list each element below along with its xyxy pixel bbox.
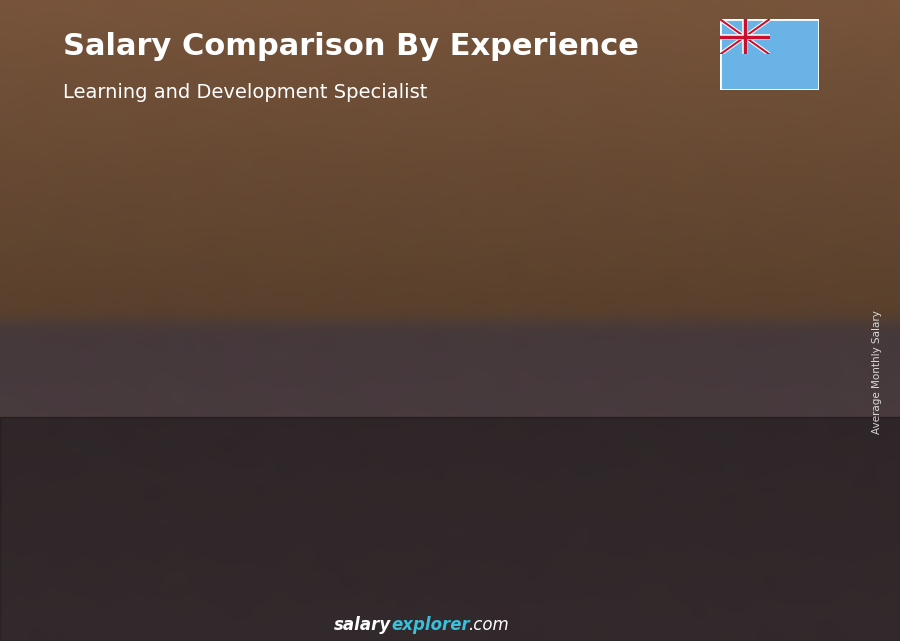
Text: Learning and Development Specialist: Learning and Development Specialist (63, 83, 428, 103)
Bar (471, 274, 535, 558)
Text: salary: salary (334, 616, 392, 634)
Polygon shape (92, 433, 176, 440)
Bar (92, 440, 102, 558)
Text: 15 to 20: 15 to 20 (591, 585, 660, 601)
Text: 4,680 FJD: 4,680 FJD (341, 300, 409, 313)
Text: 10 to 15: 10 to 15 (468, 585, 536, 601)
Text: Salary Comparison By Experience: Salary Comparison By Experience (63, 32, 639, 61)
Bar (0, 417, 900, 641)
Text: +9%: +9% (541, 210, 587, 228)
Text: explorer: explorer (392, 616, 470, 634)
Polygon shape (583, 242, 667, 249)
Text: 3,170 FJD: 3,170 FJD (218, 375, 285, 388)
Bar (706, 223, 716, 558)
Text: < 2 Years: < 2 Years (95, 585, 173, 601)
Text: +22%: +22% (412, 238, 470, 256)
Bar (716, 223, 780, 558)
Text: 20+ Years: 20+ Years (706, 585, 789, 601)
Text: +34%: +34% (166, 321, 224, 339)
Polygon shape (706, 216, 790, 223)
Text: 6,730 FJD: 6,730 FJD (709, 199, 777, 212)
Bar (102, 440, 166, 558)
Text: 5,710 FJD: 5,710 FJD (464, 249, 531, 262)
Text: +8%: +8% (664, 178, 709, 196)
Text: 6,220 FJD: 6,220 FJD (587, 224, 654, 237)
Polygon shape (215, 393, 299, 400)
Bar (593, 249, 657, 558)
Text: 5 to 10: 5 to 10 (350, 585, 409, 601)
Bar (225, 400, 289, 558)
Polygon shape (338, 318, 421, 325)
Text: 2,370 FJD: 2,370 FJD (95, 415, 163, 428)
Bar (583, 249, 593, 558)
Bar (338, 325, 347, 558)
Bar (347, 325, 411, 558)
Text: Average Monthly Salary: Average Monthly Salary (872, 310, 883, 434)
Text: +48%: +48% (289, 278, 347, 296)
Text: 2 to 5: 2 to 5 (233, 585, 281, 601)
Bar (215, 400, 225, 558)
Polygon shape (461, 267, 544, 274)
Bar (461, 274, 471, 558)
Text: .com: .com (468, 616, 508, 634)
